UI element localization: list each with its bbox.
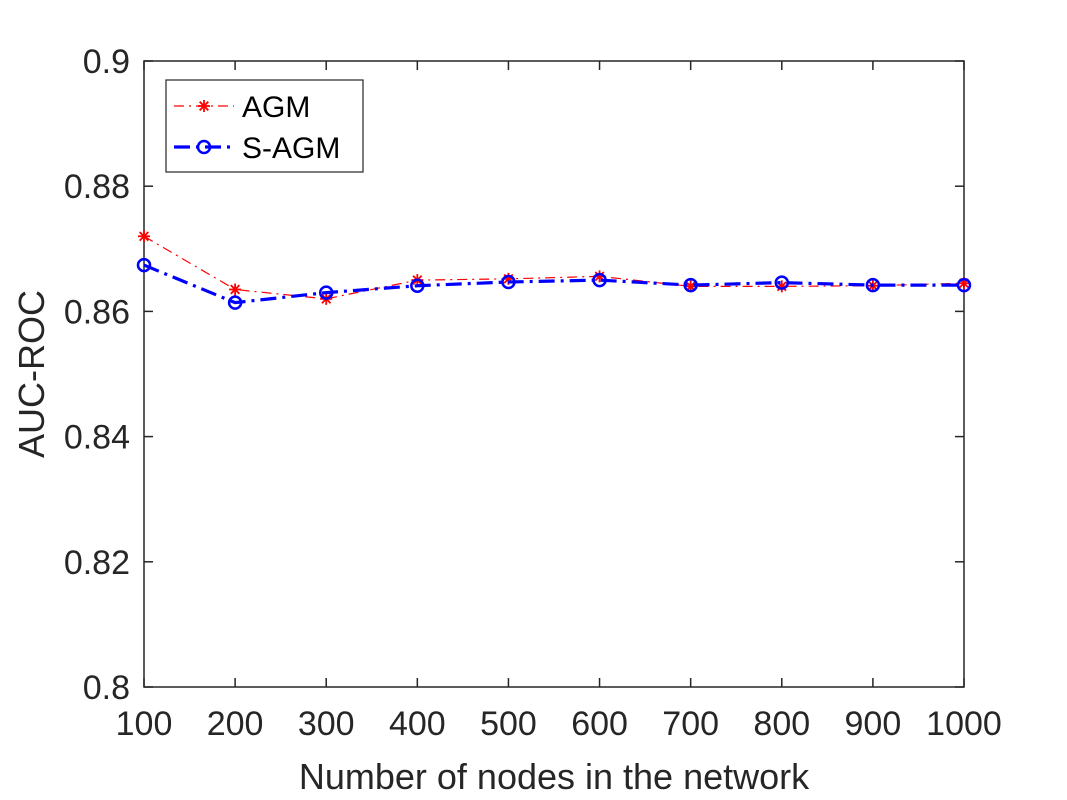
data-point (592, 272, 607, 288)
y-tick-label: 0.8 (83, 669, 130, 707)
x-tick-label: 200 (207, 705, 264, 743)
series-line (143, 263, 964, 305)
legend-label: AGM (242, 91, 310, 124)
plot-area: 100 200 300 400 500 600 700 800 900 1000 0.80.820… (64, 43, 1002, 743)
y-tick-label: 0.84 (64, 419, 130, 457)
data-point (138, 230, 150, 243)
data-point (956, 277, 972, 293)
legend-marker (196, 139, 212, 155)
x-tick-label: 800 (753, 705, 810, 743)
y-axis: 0.8 0.82 0.84 0.86 0.88 0.9 (64, 43, 964, 707)
data-point (318, 285, 334, 300)
series-layer (136, 230, 972, 310)
x-tick-label: 600 (571, 705, 628, 743)
data-point (501, 274, 516, 290)
data-point (865, 277, 881, 293)
x-tick-label: 400 (389, 705, 446, 743)
data-point (774, 275, 790, 290)
x-tick-label: 300 (298, 705, 355, 743)
y-axis-label: AUC-ROC (11, 290, 52, 458)
legend-label: S-AGM (242, 132, 340, 165)
y-tick-label: 0.9 (83, 43, 130, 81)
legend: AGM S-AGM (165, 79, 364, 173)
data-point (229, 283, 242, 296)
x-tick-label: 1000 (926, 705, 1002, 743)
y-tick-label: 0.88 (64, 168, 130, 206)
x-tick-label: 900 (845, 705, 902, 743)
y-tick-label: 0.86 (64, 293, 130, 331)
data-point (227, 295, 243, 310)
data-point (410, 278, 425, 293)
x-axis: 100 200 300 400 500 600 700 800 900 1000 (116, 61, 1002, 743)
x-tick-label: 700 (662, 705, 719, 743)
x-axis-label: Number of nodes in the network (299, 756, 810, 797)
y-tick-label: 0.82 (64, 544, 130, 582)
legend-box (165, 79, 364, 173)
series-line (143, 235, 965, 300)
x-tick-label: 500 (480, 705, 537, 743)
legend-marker (198, 100, 210, 112)
data-point (683, 277, 698, 293)
x-tick-label: 100 (116, 705, 173, 743)
legend-item-agm: AGM (174, 91, 310, 124)
data-point (136, 257, 152, 273)
series-s-agm (136, 257, 972, 310)
legend-item-s-agm: S-AGM (174, 132, 340, 165)
